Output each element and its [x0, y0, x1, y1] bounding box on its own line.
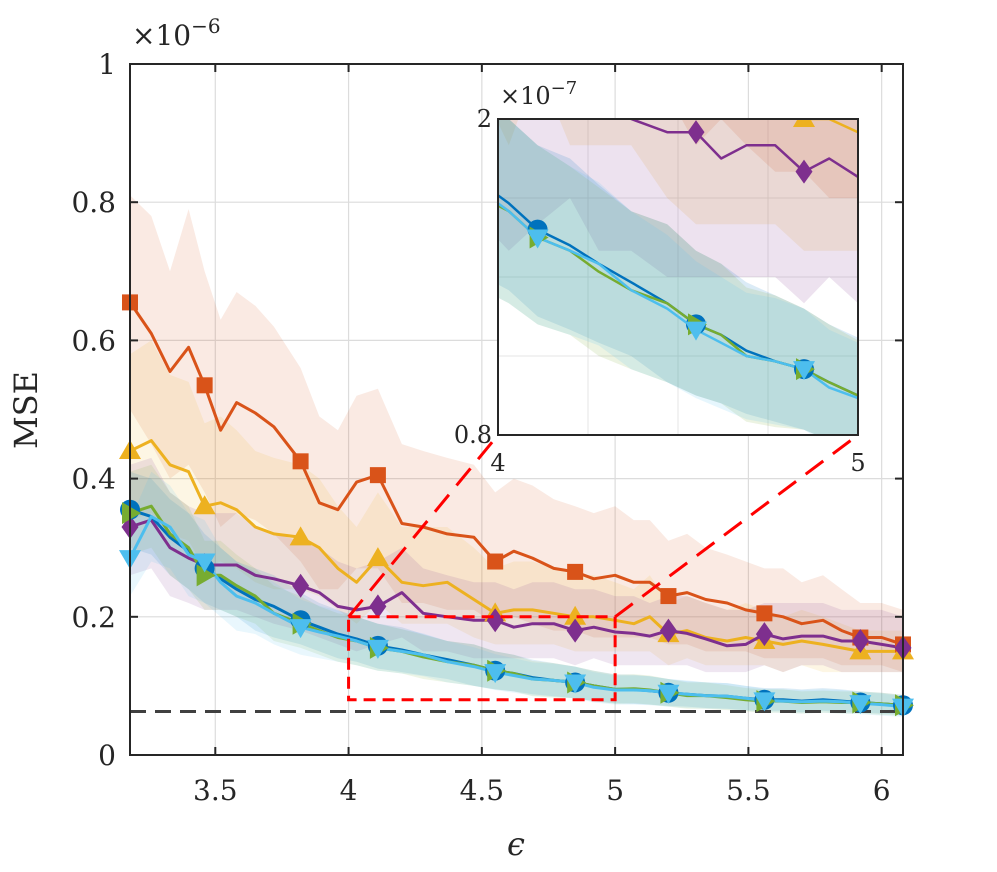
x-tick-label: 6 — [873, 774, 891, 807]
main-marker-green-triangle — [122, 502, 141, 525]
inset-y-exponent-label: ×10−7 — [500, 78, 577, 110]
main-marker-cyan-triangle-down — [753, 692, 776, 712]
main-marker-purple-diamond — [755, 622, 773, 647]
y-tick-label: 0.8 — [71, 186, 116, 219]
y-exponent-label: ×10−6 — [132, 14, 221, 52]
connector-line-right — [614, 433, 859, 619]
inset-marker-cyan-triangle-down — [793, 361, 815, 381]
connector-line-left — [347, 434, 500, 618]
x-tick-label: 3.5 — [193, 774, 238, 807]
inset-band-blue-circle — [498, 119, 858, 435]
y-tick-label: 0 — [98, 739, 116, 772]
inset-band-green-triangle — [498, 119, 858, 435]
inset-band-cyan-triangle-down — [498, 119, 858, 435]
inset-x-tick-label: 4 — [490, 449, 505, 477]
main-marker-green-triangle — [196, 564, 216, 587]
main-marker-purple-diamond — [369, 594, 387, 619]
inset-series-markers — [526, 119, 815, 381]
inset-x-tick-label: 5 — [850, 449, 865, 477]
y-tick-label: 0.6 — [71, 324, 116, 357]
inset-marker-cyan-triangle-down — [685, 321, 707, 341]
main-marker-purple-diamond — [566, 618, 584, 643]
x-axis-title: ϵ — [507, 825, 525, 863]
inset-band-purple-diamond — [498, 119, 858, 304]
inset-y-tick-label: 2 — [477, 105, 492, 133]
main-marker-cyan-triangle-down — [657, 684, 680, 704]
main-line-yellow-triangle — [130, 439, 903, 653]
inset-grid — [498, 119, 858, 435]
main-ticks: 3.5 4 4.5 5 5.5 6 0 0.2 0.4 0.6 0.8 1 — [71, 48, 903, 807]
main-marker-red-square — [756, 605, 773, 622]
main-band-blue-circle — [130, 471, 903, 715]
inset-marker-yellow-triangle — [793, 119, 815, 127]
y-tick-label: 1 — [98, 48, 116, 81]
inset-band-yellow-triangle — [498, 119, 858, 251]
plot-frame — [129, 63, 904, 756]
y-tick-label: 0.4 — [71, 463, 116, 496]
inset-frame — [497, 118, 859, 436]
x-tick-label: 4.5 — [460, 774, 505, 807]
x-tick-label: 5 — [606, 774, 624, 807]
main-marker-purple-diamond — [659, 618, 677, 643]
main-marker-cyan-triangle-down — [849, 695, 872, 715]
main-marker-red-square — [660, 588, 677, 605]
y-axis-title: MSE — [7, 371, 45, 449]
main-line-red-square — [130, 301, 903, 646]
main-marker-red-square — [567, 563, 584, 580]
main-marker-cyan-triangle-down — [484, 664, 507, 684]
zoom-box — [347, 615, 617, 702]
main-line-purple-diamond — [130, 518, 903, 650]
main-marker-cyan-triangle-down — [289, 619, 312, 639]
main-marker-red-square — [292, 453, 309, 470]
main-band-cyan-triangle-down — [130, 471, 903, 717]
main-marker-purple-diamond — [292, 573, 310, 598]
main-band-green-triangle — [130, 464, 903, 716]
main-band-purple-diamond — [130, 457, 903, 673]
inset-marker-cyan-triangle-down — [526, 229, 549, 249]
main-band-yellow-triangle — [130, 340, 903, 673]
inset-marker-purple-diamond — [687, 120, 705, 145]
inset-y-tick-label: 0.8 — [454, 421, 492, 449]
inset-band-red-square — [681, 119, 858, 198]
x-tick-label: 4 — [340, 774, 358, 807]
main-marker-yellow-triangle — [289, 526, 312, 546]
x-tick-label: 5.5 — [726, 774, 771, 807]
main-marker-purple-diamond — [486, 608, 504, 633]
main-marker-cyan-triangle-down — [193, 553, 216, 573]
main-marker-red-square — [196, 377, 213, 394]
main-marker-red-square — [369, 467, 386, 484]
main-marker-cyan-triangle-down — [564, 674, 587, 694]
main-marker-red-square — [487, 553, 504, 570]
main-marker-yellow-triangle — [193, 495, 216, 515]
main-marker-yellow-triangle — [564, 605, 587, 625]
inset-confidence-bands — [498, 119, 858, 435]
main-marker-purple-diamond — [851, 628, 869, 653]
inset-ticks: 4 50.82 — [454, 105, 866, 477]
inset-marker-purple-diamond — [795, 159, 813, 184]
main-marker-yellow-triangle — [366, 547, 389, 567]
main-marker-cyan-triangle-down — [366, 639, 389, 659]
zoom-connectors — [347, 433, 859, 619]
y-tick-label: 0.2 — [71, 601, 116, 634]
zoom-rectangle — [347, 615, 617, 702]
